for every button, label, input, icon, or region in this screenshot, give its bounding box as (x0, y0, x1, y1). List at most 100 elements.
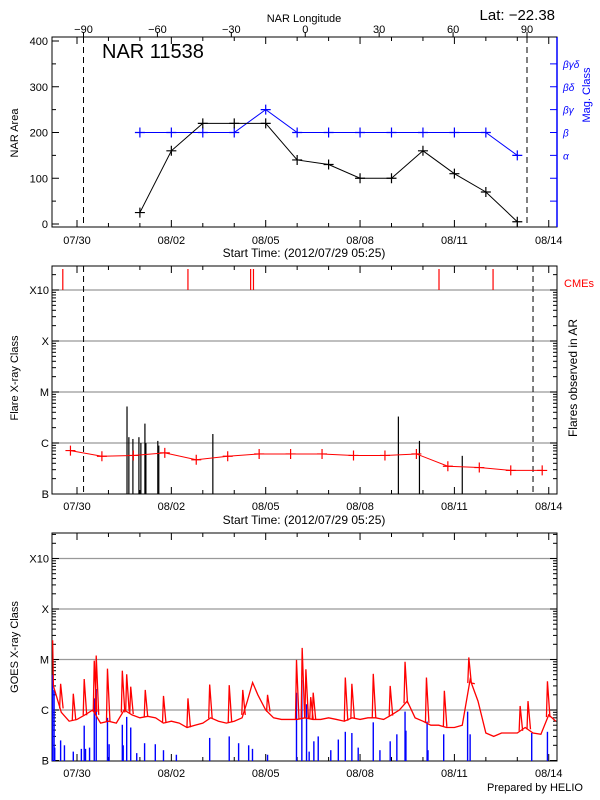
mag-class-point (480, 127, 491, 138)
goes-long-channel-spike (227, 685, 233, 723)
goes-long-channel-spike (58, 683, 64, 709)
y-tick-label: 0 (42, 219, 48, 231)
background-flux-point (65, 445, 76, 456)
x-tick-label: 07/30 (63, 768, 91, 780)
mag-class-point (260, 104, 271, 115)
x-tick-label: 07/30 (63, 501, 91, 513)
nar-area-point (449, 168, 460, 179)
prepared-by-credit: Prepared by HELIO (487, 782, 583, 794)
goes-long-channel-spike (518, 705, 524, 731)
longitude-tick-label: 90 (521, 24, 533, 36)
x-tick-label: 08/11 (441, 501, 468, 513)
background-flux-point (128, 450, 139, 461)
region-title: NAR 11538 (102, 41, 204, 63)
goes-class-axis-title: GOES X-ray Class (9, 601, 21, 693)
goes-long-channel-spike (371, 673, 377, 718)
mag-class-point (292, 127, 303, 138)
mag-class-point (386, 127, 397, 138)
class-tick-label: M (40, 387, 49, 399)
y2-tick-label: βγδ (562, 60, 580, 71)
y-tick-label: 100 (30, 173, 48, 185)
goes-long-channel-spike (105, 668, 111, 722)
mag-class-point (166, 127, 177, 138)
mag-class-axis-title: Mag. Class (581, 67, 593, 123)
background-flux-point (285, 448, 296, 459)
y-tick-label: 300 (30, 82, 48, 94)
nar-area-point (229, 118, 240, 129)
background-flux-point (348, 450, 359, 461)
class-tick-label: X10 (29, 285, 49, 297)
x-tick-label: 08/08 (346, 501, 374, 513)
goes-long-channel-spike (82, 679, 88, 716)
y2-tick-label: β (562, 129, 569, 140)
goes-long-channel-spike (388, 685, 394, 716)
flare-class-axis-title: Flare X-ray Class (9, 335, 21, 420)
nar-area-point (355, 173, 366, 184)
class-tick-label: B (42, 756, 49, 768)
longitude-tick-label: 60 (447, 24, 459, 36)
mag-class-point (417, 127, 428, 138)
background-flux-point (505, 465, 516, 476)
background-flux-line (70, 450, 543, 471)
plot-frame (51, 532, 558, 762)
nar-area-panel: 07/30 08/02 08/05 08/08 08/11 08/140100200300… (30, 24, 580, 247)
x-tick-label: 08/11 (441, 768, 468, 780)
background-flux-point (317, 448, 328, 459)
nar-area-point (260, 118, 271, 129)
goes-long-channel-spike (350, 683, 356, 719)
background-flux-point (159, 447, 170, 458)
goes-long-channel-line (51, 640, 557, 738)
nar-area-point (166, 145, 177, 156)
background-flux-point (191, 454, 202, 465)
plot-frame (51, 265, 558, 495)
nar-area-point (386, 173, 397, 184)
nar-area-point (417, 145, 428, 156)
nar-area-axis-title: NAR Area (9, 108, 21, 158)
background-flux-point (254, 448, 265, 459)
x-tick-label: 08/14 (535, 235, 563, 247)
longitude-tick-label: 30 (373, 24, 385, 36)
nar-area-point (480, 186, 491, 197)
x-tick-label: 08/08 (346, 768, 374, 780)
flare-class-panel: B C M X X10 07/30 08/02 08/05 08/08 08/11 08/14 (29, 265, 563, 513)
x-tick-label: 08/05 (252, 768, 280, 780)
nar-area-point (323, 159, 334, 170)
flares-observed-axis-title: Flares observed in AR (566, 319, 580, 437)
goes-long-channel-spike (71, 693, 77, 721)
class-tick-label: C (41, 705, 49, 717)
longitude-axis-title: NAR Longitude (267, 13, 342, 25)
y-tick-label: 400 (30, 36, 48, 48)
panel2-xaxis-title: Start Time: (2012/07/29 05:25) (223, 513, 386, 527)
mag-class-point (512, 150, 523, 161)
background-flux-point (96, 451, 107, 462)
class-tick-label: X10 (29, 554, 49, 566)
class-tick-label: B (42, 489, 49, 501)
nar-area-point (197, 118, 208, 129)
goes-long-channel-spike (343, 677, 349, 721)
goes-long-channel-spike (526, 701, 532, 730)
goes-long-channel-spike (424, 677, 430, 723)
goes-long-channel-spike (143, 689, 149, 717)
background-flux-point (537, 465, 548, 476)
nar-area-point (134, 207, 145, 218)
goes-long-channel-spike (403, 661, 409, 704)
x-tick-label: 08/02 (158, 235, 186, 247)
longitude-tick-label: 0 (302, 24, 308, 36)
class-tick-label: X (42, 336, 50, 348)
background-flux-point (411, 448, 422, 459)
x-tick-label: 08/05 (252, 235, 280, 247)
x-tick-label: 08/02 (158, 501, 186, 513)
longitude-tick-label: −60 (148, 24, 167, 36)
nar-area-point (292, 154, 303, 165)
background-flux-point (474, 462, 485, 473)
background-flux-point (442, 461, 453, 472)
goes-long-channel-spike (94, 655, 100, 715)
goes-long-channel-spike (300, 647, 306, 719)
mag-class-point (134, 127, 145, 138)
goes-long-channel-spike (304, 669, 310, 719)
goes-long-channel-spike (545, 681, 551, 718)
x-tick-label: 08/02 (158, 768, 186, 780)
class-tick-label: X (42, 604, 50, 616)
y2-tick-label: α (563, 151, 569, 162)
